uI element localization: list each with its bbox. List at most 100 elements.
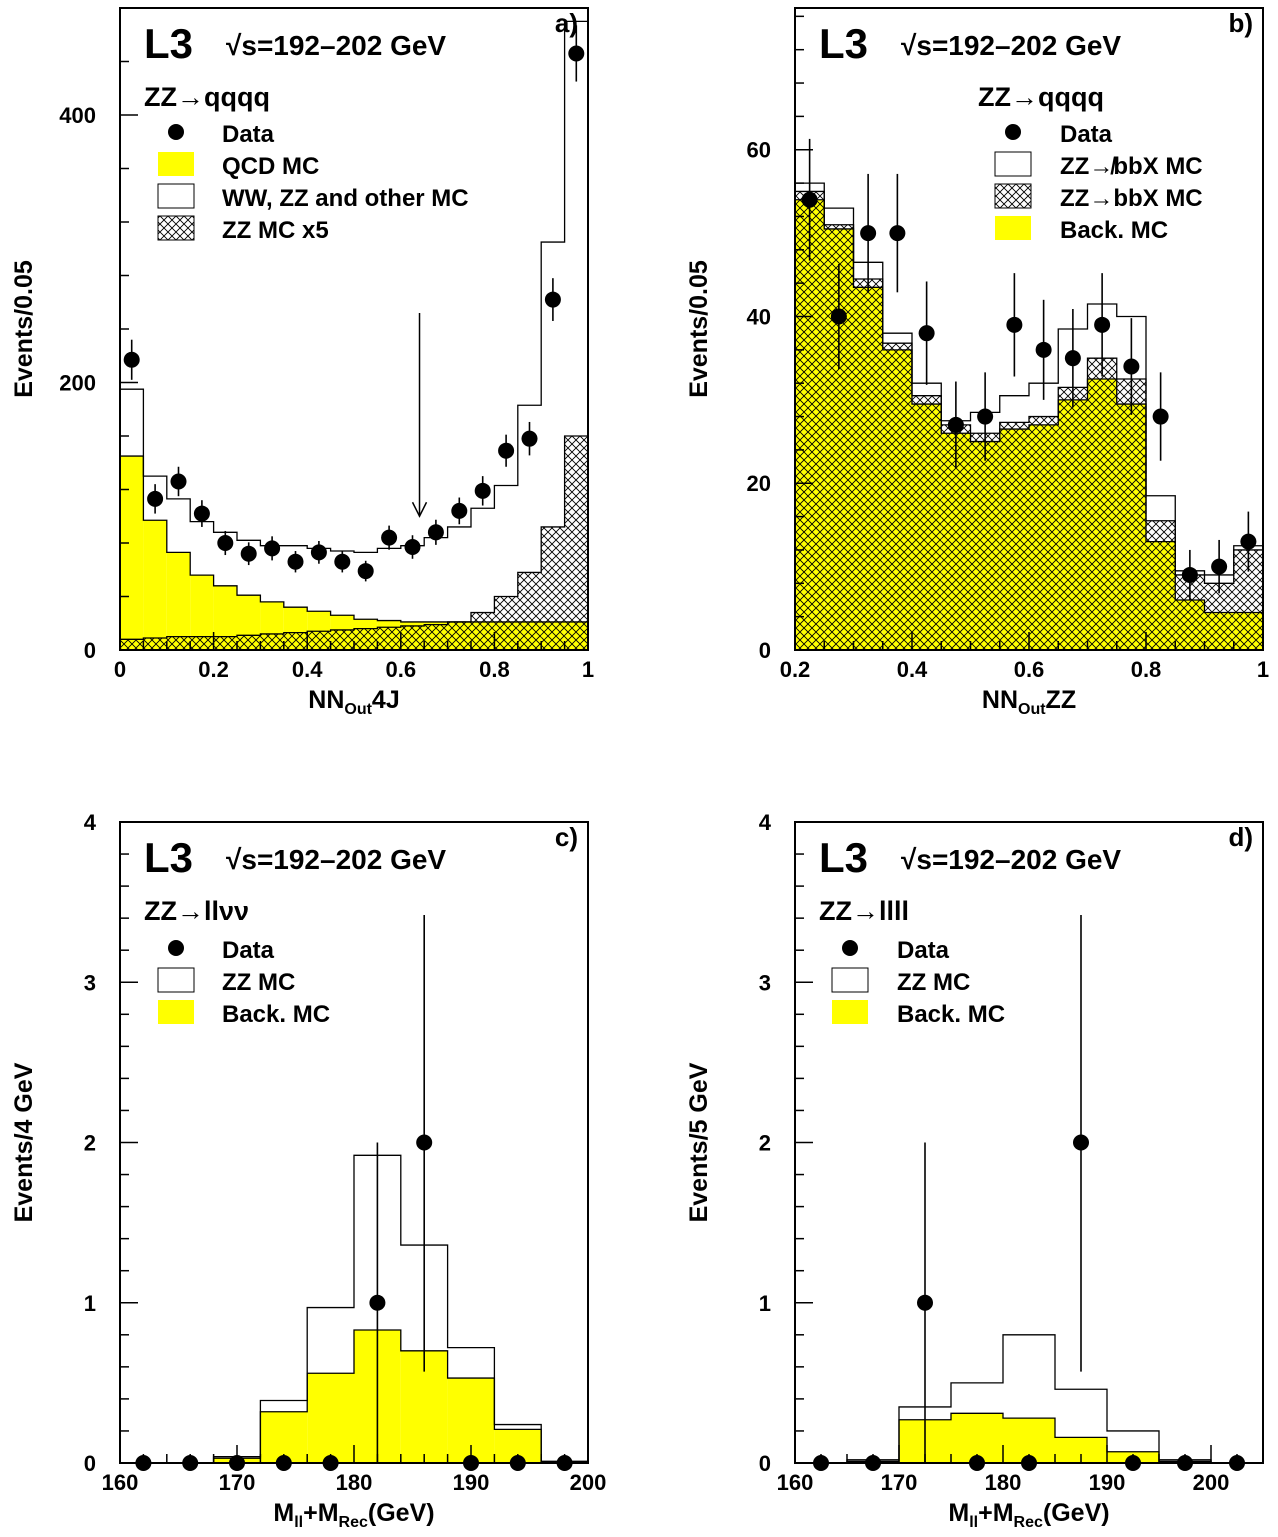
data-point: [947, 416, 964, 433]
legend-entry: QCD MC: [158, 152, 319, 180]
experiment-label: L3: [819, 20, 868, 67]
legend-entry: Data: [168, 937, 275, 964]
data-point: [463, 1455, 479, 1471]
panel-label: c): [555, 822, 578, 852]
x-tick-label: 1: [582, 657, 594, 682]
data-point: [1152, 408, 1169, 425]
legend-entry: ZZ MC: [157, 967, 295, 996]
bar: [166, 552, 191, 650]
data-point: [404, 539, 421, 556]
x-tick-label: 170: [881, 1470, 918, 1495]
bar: [143, 520, 167, 650]
panel-d: 160 170 180 190 200 0 1 2 3 4 Events/5 GeV Mll+MRec…: [685, 810, 1264, 1531]
data-point: [275, 1455, 292, 1471]
series-outline: [795, 182, 1263, 576]
experiment-label: L3: [819, 834, 868, 881]
data-point: [264, 540, 281, 557]
data-points: [813, 914, 1245, 1471]
x-axis-label: NNOutZZ: [982, 686, 1076, 718]
legend-swatch: [994, 151, 1032, 177]
x-tick-label: 0.6: [386, 657, 417, 682]
legend-swatch: [995, 216, 1031, 240]
data-point: [287, 553, 304, 570]
bar: [1087, 358, 1117, 650]
ticks: [119, 7, 589, 651]
legend-label: ZZ MC: [222, 969, 295, 996]
data-point: [381, 529, 398, 546]
x-tick-label: 160: [777, 1470, 814, 1495]
bar: [190, 636, 214, 650]
legend-marker: [1005, 124, 1021, 140]
data-point: [498, 442, 515, 459]
data-point: [830, 308, 847, 325]
bar: [330, 629, 354, 650]
data-point: [860, 225, 877, 242]
data-point: [1125, 1455, 1141, 1471]
legend-swatch: [157, 967, 195, 993]
data-point: [813, 1455, 829, 1471]
y-tick-label: 20: [747, 471, 771, 496]
ticks: [794, 15, 1264, 651]
data-points: [135, 914, 573, 1471]
bar: [143, 637, 167, 650]
data-point: [135, 1455, 152, 1471]
x-axis-label: Mll+MRec(GeV): [273, 1499, 434, 1531]
bar: [999, 422, 1029, 650]
bar: [283, 632, 308, 650]
panel-label: b): [1228, 8, 1253, 38]
x-tick-label: 180: [336, 1470, 373, 1495]
x-tick-label: 200: [570, 1470, 607, 1495]
process-label: ZZ→qqqq: [978, 82, 1104, 112]
bar: [213, 585, 237, 650]
experiment-label: L3: [144, 20, 193, 67]
legend-marker: [168, 940, 184, 956]
data-point: [969, 1455, 985, 1471]
energy-label: √s=192–202 GeV: [226, 844, 446, 875]
data-point: [521, 430, 538, 447]
panel-label: d): [1228, 822, 1253, 852]
x-tick-label: 190: [453, 1470, 490, 1495]
legend-entry: Data: [842, 937, 950, 964]
legend-label: Back. MC: [1060, 217, 1168, 244]
x-tick-label: 0.4: [897, 657, 928, 682]
data-point: [229, 1455, 245, 1471]
legend-label: Data: [897, 937, 950, 964]
data-point: [451, 502, 468, 519]
legend-swatch: [158, 152, 194, 176]
x-tick-label: 0.8: [1131, 657, 1162, 682]
bar: [912, 395, 942, 650]
bar: [1204, 583, 1234, 650]
series-hatch: [795, 190, 1263, 650]
data-point: [427, 524, 444, 541]
data-points: [801, 138, 1257, 600]
legend-label: Data: [1060, 121, 1113, 148]
bar: [795, 191, 825, 650]
panel-label: a): [555, 8, 578, 38]
legend-swatch: [994, 183, 1032, 209]
legend-swatch: [158, 1000, 194, 1024]
data-point: [509, 1455, 526, 1471]
bar: [237, 635, 261, 650]
bar: [564, 436, 588, 650]
bar: [471, 612, 495, 650]
legend-label: Data: [222, 121, 275, 148]
bar: [354, 628, 378, 650]
bar: [517, 572, 542, 650]
bar: [424, 624, 448, 650]
x-tick-label: 160: [102, 1470, 139, 1495]
legend-label: WW, ZZ and other MC: [222, 185, 469, 212]
series-outline: [795, 1334, 1263, 1464]
data-point: [865, 1455, 881, 1471]
legend-label: ZZ→bbX MC: [1060, 185, 1203, 212]
x-tick-label: 1: [1257, 657, 1269, 682]
x-tick-label: 190: [1089, 1470, 1126, 1495]
bar: [1116, 379, 1146, 650]
panel-a: 0 0.2 0.4 0.6 0.8 1 0 200 400 Events/0.05 NNOut4J L…: [10, 7, 594, 718]
bar: [1029, 416, 1059, 650]
legend-marker: [168, 124, 184, 140]
bar: [494, 596, 518, 650]
legend-entry: Back. MC: [158, 1000, 330, 1028]
legend-label: ZZ↛bbX MC: [1060, 153, 1203, 180]
data-point: [334, 553, 351, 570]
